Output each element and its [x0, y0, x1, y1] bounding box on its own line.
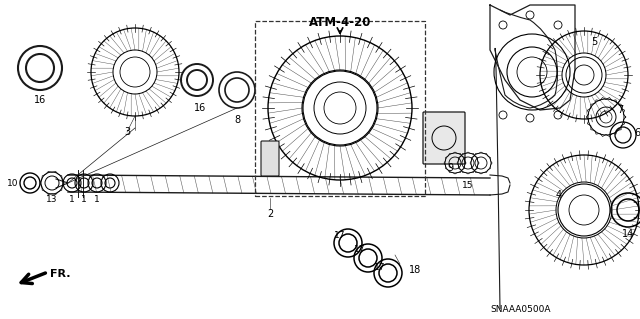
Text: 9: 9 — [447, 163, 453, 173]
Text: 16: 16 — [34, 95, 46, 105]
Text: 1: 1 — [69, 196, 75, 204]
Text: 2: 2 — [267, 209, 273, 219]
Text: 5: 5 — [591, 37, 597, 47]
Text: SNAAA0500A: SNAAA0500A — [490, 306, 550, 315]
Text: 17: 17 — [355, 246, 365, 255]
FancyBboxPatch shape — [423, 112, 465, 164]
Bar — [255, 21, 425, 196]
Text: 10: 10 — [6, 179, 18, 188]
FancyBboxPatch shape — [261, 141, 279, 176]
Text: 4: 4 — [556, 190, 562, 200]
Text: 1: 1 — [81, 196, 87, 204]
Text: 1: 1 — [94, 196, 100, 204]
Text: FR.: FR. — [50, 269, 70, 279]
Text: 3: 3 — [124, 127, 130, 137]
Text: 6: 6 — [634, 128, 640, 138]
Text: 14: 14 — [622, 229, 634, 239]
Text: 8: 8 — [234, 115, 240, 125]
Text: ATM-4-20: ATM-4-20 — [309, 16, 371, 28]
Text: 15: 15 — [462, 181, 474, 189]
Text: 17: 17 — [374, 263, 386, 271]
Text: 18: 18 — [409, 265, 421, 275]
Text: 13: 13 — [46, 196, 58, 204]
Text: 17: 17 — [334, 231, 346, 240]
Text: 16: 16 — [194, 103, 206, 113]
Text: 7: 7 — [617, 105, 623, 115]
